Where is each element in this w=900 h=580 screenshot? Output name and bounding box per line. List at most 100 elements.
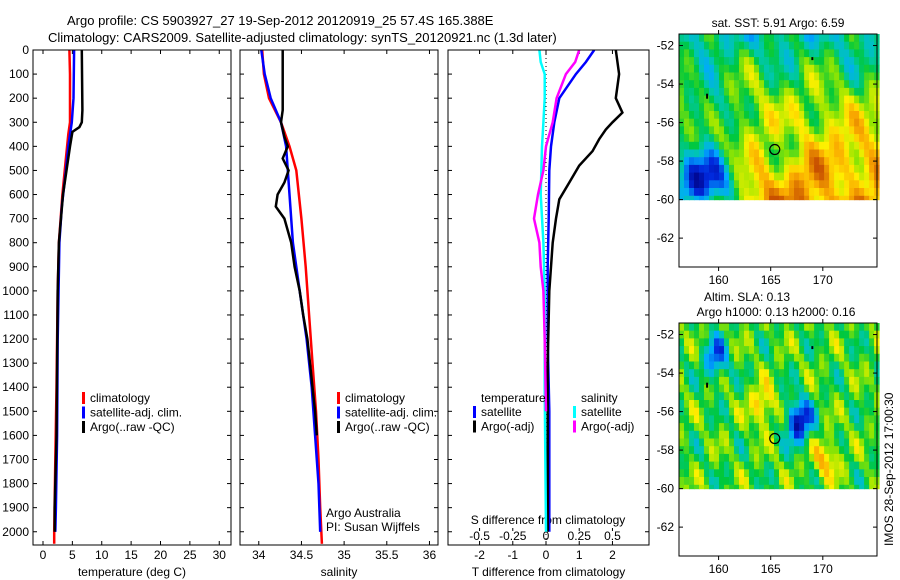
heatmap-cell	[679, 453, 685, 463]
map-frame	[678, 322, 878, 557]
heatmap-cell	[849, 41, 855, 50]
heatmap-cell	[804, 384, 810, 393]
heatmap-cell	[749, 453, 755, 463]
heatmap-cell	[724, 172, 730, 181]
heatmap-cell	[834, 338, 840, 347]
island-marker	[706, 93, 709, 99]
heatmap-cell	[689, 353, 695, 362]
heatmap-cell	[749, 384, 755, 393]
heatmap-cell	[774, 477, 780, 486]
heatmap-cell	[679, 392, 685, 401]
heatmap-cell	[814, 111, 820, 120]
heatmap-cell	[869, 400, 875, 409]
heatmap-cell	[839, 346, 845, 355]
heatmap-cell	[679, 376, 685, 386]
heatmap-cell	[864, 361, 870, 370]
heatmap-cell	[699, 164, 705, 174]
heatmap-cell	[719, 392, 725, 401]
heatmap-cell	[864, 415, 870, 424]
heatmap-cell	[754, 438, 760, 447]
heatmap-cell	[764, 141, 770, 150]
heatmap-cell	[854, 134, 860, 143]
heatmap-cell	[824, 149, 830, 158]
heatmap-cell	[809, 195, 815, 201]
heatmap-cell	[749, 141, 755, 150]
heatmap-cell	[839, 118, 845, 127]
heatmap-cell	[819, 392, 825, 401]
heatmap-cell	[704, 34, 710, 43]
heatmap-cell	[779, 353, 785, 362]
heatmap-cell	[694, 446, 700, 455]
heatmap-cell	[689, 400, 695, 409]
heatmap-cell	[694, 369, 700, 378]
heatmap-cell	[864, 407, 870, 416]
heatmap-cell	[789, 141, 795, 150]
heatmap-cell	[754, 172, 760, 181]
heatmap-cell	[819, 141, 825, 150]
heatmap-cell	[849, 172, 855, 181]
heatmap-cell	[844, 172, 850, 181]
heatmap-cell	[724, 446, 730, 455]
heatmap-cell	[739, 72, 745, 81]
heatmap-cell	[704, 461, 710, 470]
heatmap-cell	[829, 477, 835, 486]
heatmap-cell	[764, 57, 770, 66]
heatmap-cell	[709, 149, 715, 158]
heatmap-cell	[779, 149, 785, 158]
heatmap-cell	[829, 118, 835, 127]
heatmap-cell	[849, 438, 855, 447]
heatmap-cell	[859, 407, 865, 416]
heatmap-cell	[774, 346, 780, 355]
heatmap-cell	[844, 95, 850, 104]
heatmap-cells	[679, 323, 880, 490]
heatmap-cell	[709, 477, 715, 486]
heatmap-cell	[844, 188, 850, 197]
heatmap-cell	[799, 64, 805, 73]
heatmap-cell	[829, 57, 835, 66]
heatmap-cell	[689, 149, 695, 158]
heatmap-cell	[854, 453, 860, 463]
heatmap-cell	[824, 353, 830, 362]
map-title-line-1: Altim. SLA: 0.13	[704, 290, 790, 304]
heatmap-cell	[789, 157, 795, 166]
heatmap-cell	[809, 369, 815, 378]
heatmap-cell	[814, 41, 820, 50]
heatmap-cell	[779, 80, 785, 89]
heatmap-cell	[719, 87, 725, 97]
heatmap-cell	[704, 149, 710, 158]
heatmap-cell	[714, 323, 720, 332]
heatmap-cell	[774, 461, 780, 470]
heatmap-cell	[809, 376, 815, 386]
heatmap-cell	[814, 118, 820, 127]
heatmap-cell	[779, 95, 785, 104]
heatmap-cell	[769, 400, 775, 409]
heatmap-cell	[779, 477, 785, 486]
heatmap-cell	[754, 41, 760, 50]
heatmap-cell	[804, 34, 810, 43]
heatmap-cell	[784, 180, 790, 189]
heatmap-cell	[784, 353, 790, 362]
heatmap-cell	[824, 415, 830, 424]
heatmap-cell	[754, 346, 760, 355]
heatmap-cell	[684, 423, 690, 432]
heatmap-cell	[689, 188, 695, 197]
heatmap-cell	[839, 423, 845, 432]
heatmap-cell	[719, 438, 725, 447]
heatmap-cell	[694, 34, 700, 43]
heatmap-cell	[784, 338, 790, 347]
heatmap-cell	[844, 430, 850, 439]
heatmap-cell	[779, 400, 785, 409]
heatmap-cell	[854, 164, 860, 174]
heatmap-cell	[864, 346, 870, 355]
heatmap-cell	[809, 49, 815, 58]
heatmap-cell	[829, 72, 835, 81]
heatmap-cell	[689, 384, 695, 393]
heatmap-cell	[859, 195, 865, 201]
x-tick-label: 2	[609, 548, 616, 562]
heatmap-cell	[729, 415, 735, 424]
heatmap-cell	[749, 41, 755, 50]
heatmap-cell	[859, 57, 865, 66]
heatmap-cell	[744, 330, 750, 339]
heatmap-cell	[779, 338, 785, 347]
heatmap-cell	[724, 469, 730, 478]
